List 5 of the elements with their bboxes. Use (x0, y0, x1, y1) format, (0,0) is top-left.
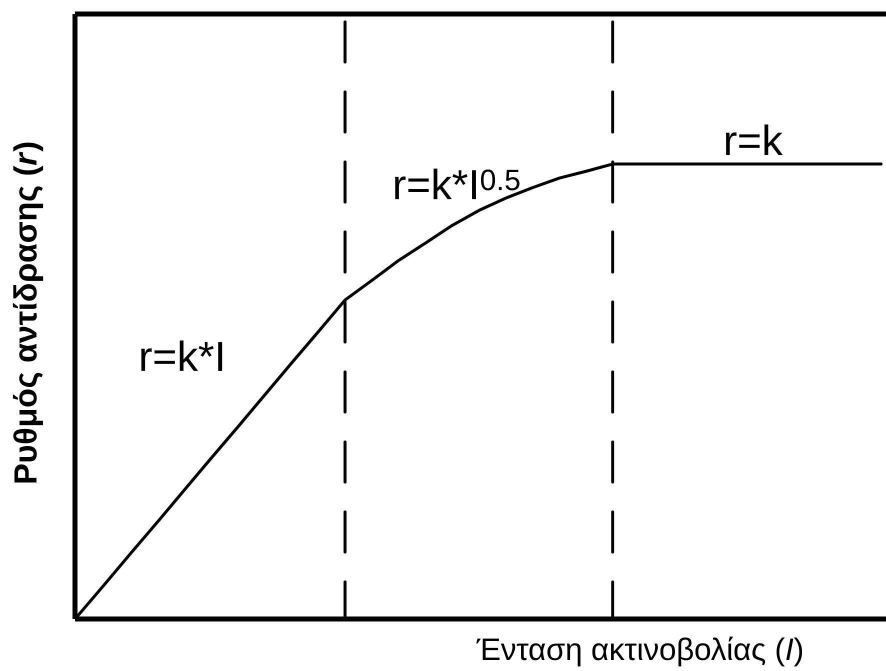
y-axis-title: Ρυθμός αντίδρασης (r) (12, 142, 44, 483)
text: r=k (726, 124, 783, 155)
annotation: r=k*I$^{0.5}$ (395, 168, 520, 200)
x-axis-title: Ένταση ακτινοβολίας (I) (476, 636, 802, 666)
annotation: r=k*I (141, 340, 222, 371)
